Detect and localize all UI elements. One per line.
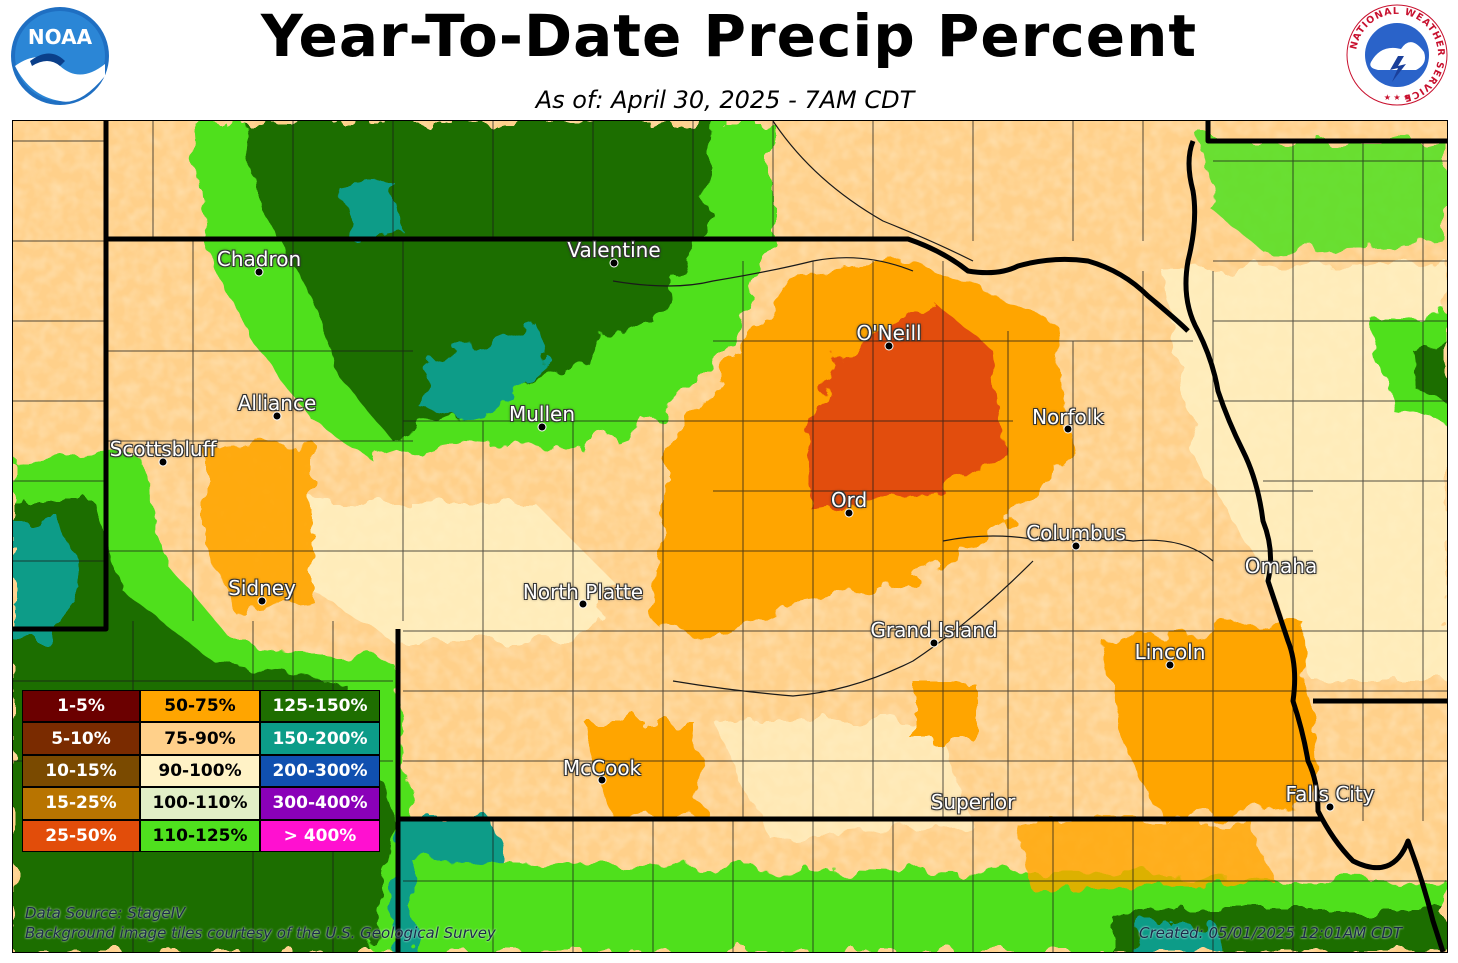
rivers [612,121,1214,697]
map-title: Year-To-Date Precip Percent [260,2,1198,70]
legend-swatch-50-75: 50-75% [140,690,260,723]
teal-region-north [423,321,553,421]
orange-region-kansas [1013,821,1273,891]
city-label-columbus: Columbus [1026,521,1126,545]
city-label-falls-city: Falls City [1285,782,1375,806]
city-dot-alliance [272,411,282,421]
city-dot-mccook [597,775,607,785]
city-dot-columbus [1071,541,1081,551]
legend-swatch-over-400: > 400% [260,819,380,852]
city-label-lincoln: Lincoln [1134,640,1206,664]
legend-swatch-100-110: 100-110% [140,787,260,820]
city-dot-grand-island [929,638,939,648]
city-dot-chadron [254,267,264,277]
city-label-alliance: Alliance [237,391,317,415]
cream-region-south [713,721,973,841]
cream-region-sandhills [313,501,613,641]
teal-region-southwest [13,521,83,641]
legend-swatch-300-400: 300-400% [260,787,380,820]
city-label-chadron: Chadron [216,247,302,271]
city-label-mccook: McCook [562,756,642,780]
county-lines [13,121,1447,952]
state-borders [13,121,1447,952]
city-dot-sidney [257,596,267,606]
legend-swatch-15-25: 15-25% [22,787,140,820]
city-dot-north-platte [578,599,588,609]
noaa-logo: NOAA [11,7,109,105]
city-label-valentine: Valentine [567,238,661,262]
legend-swatch-75-90: 75-90% [140,722,260,755]
background-credit-note: Background image tiles courtesy of the U… [25,924,496,942]
city-dot-scottsbluff [158,457,168,467]
nws-logo: NATIONAL WEATHER SERVICE ★ ★ ★ [1346,4,1448,106]
orange-region-panhandle [203,441,313,611]
city-dot-norfolk [1063,424,1073,434]
teal-region-northwest [343,181,403,241]
city-label-ord: Ord [830,488,868,512]
city-dot-mullen [537,422,547,432]
city-label-norfolk: Norfolk [1032,405,1104,429]
legend-swatch-150-200: 150-200% [260,722,380,755]
city-dot-ord [844,508,854,518]
data-source-note: Data Source: StageIV [25,904,186,922]
city-label-scottsbluff: Scottsbluff [109,437,217,461]
city-dot-lincoln [1165,660,1175,670]
color-legend: 1-5% 50-75% 125-150% 5-10% 75-90% 150-20… [22,690,380,852]
city-label-grand-island: Grand Island [870,618,998,642]
orange-region-southeast [1103,621,1313,821]
legend-swatch-5-10: 5-10% [22,722,140,755]
city-label-superior: Superior [930,790,1016,814]
star-icons: ★ ★ ★ [1384,93,1411,102]
teal-region-kansas-east [1133,921,1223,952]
legend-swatch-110-125: 110-125% [140,819,260,852]
map-subtitle: As of: April 30, 2025 - 7AM CDT [535,86,915,114]
legend-swatch-10-15: 10-15% [22,754,140,788]
city-label-sidney: Sidney [228,576,296,600]
precip-map[interactable]: Chadron Valentine O'Neill Alliance Mulle… [12,120,1448,953]
reddish-region-oneill [803,301,1003,511]
city-label-oneill: O'Neill [856,321,922,345]
legend-swatch-1-5: 1-5% [22,690,140,723]
legend-swatch-90-100: 90-100% [140,754,260,788]
legend-swatch-25-50: 25-50% [22,819,140,852]
city-label-mullen: Mullen [508,402,576,426]
city-label-omaha: Omaha [1244,554,1318,578]
noaa-logo-text: NOAA [28,25,93,49]
darkgreen-region-southeast [1413,341,1447,401]
city-label-north-platte: North Platte [522,580,644,604]
cream-region-east [1163,261,1447,681]
precip-map-graphic [13,121,1447,952]
city-dot-valentine [609,258,619,268]
orange-region-mccook [583,721,703,821]
created-timestamp: Created: 05/01/2025 12:01AM CDT [1139,924,1403,942]
legend-swatch-125-150: 125-150% [260,690,380,723]
city-dot-falls-city [1325,802,1335,812]
green-region-iowa [1203,141,1447,251]
legend-swatch-200-300: 200-300% [260,754,380,788]
city-dot-oneill [884,341,894,351]
